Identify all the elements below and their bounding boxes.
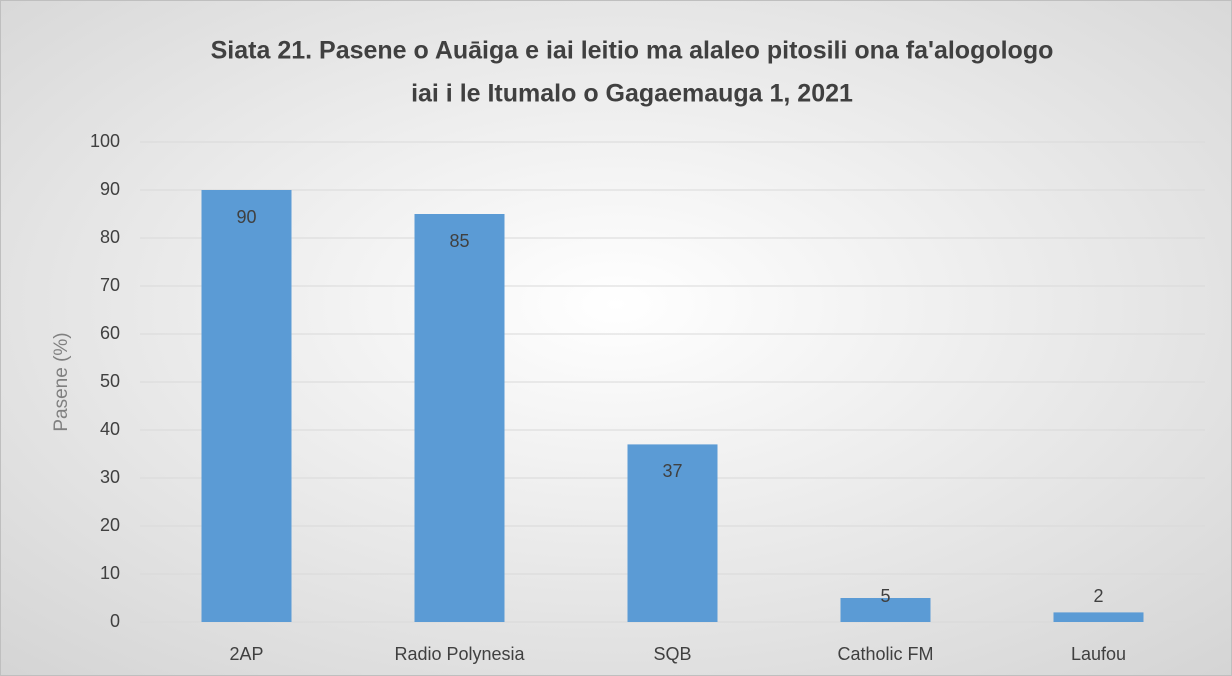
y-tick-label: 10 [100,563,120,583]
x-tick-label: SQB [653,644,691,664]
x-tick-label: Laufou [1071,644,1126,664]
x-tick-label: 2AP [229,644,263,664]
data-label: 2 [1093,586,1103,606]
data-label: 5 [880,586,890,606]
chart-title: Siata 21. Pasene o Auāiga e iai leitio m… [211,37,1054,65]
bar [627,444,718,622]
chart-title: iai i le Itumalo o Gagaemauga 1, 2021 [411,80,853,108]
y-tick-label: 100 [90,131,120,151]
bar [840,598,931,622]
y-tick-label: 0 [110,611,120,631]
bar [1053,612,1144,622]
bar [201,190,292,622]
y-tick-label: 30 [100,467,120,487]
y-tick-label: 50 [100,371,120,391]
data-label: 90 [236,207,256,227]
y-tick-label: 70 [100,275,120,295]
x-tick-label: Catholic FM [837,644,933,664]
y-tick-label: 90 [100,179,120,199]
y-axis-label: Pasene (%) [51,332,72,431]
y-tick-label: 40 [100,419,120,439]
bar [414,214,505,622]
data-label: 37 [662,461,682,481]
y-tick-label: 20 [100,515,120,535]
y-tick-label: 80 [100,227,120,247]
data-label: 85 [449,231,469,251]
y-tick-label: 60 [100,323,120,343]
x-tick-label: Radio Polynesia [394,644,525,664]
